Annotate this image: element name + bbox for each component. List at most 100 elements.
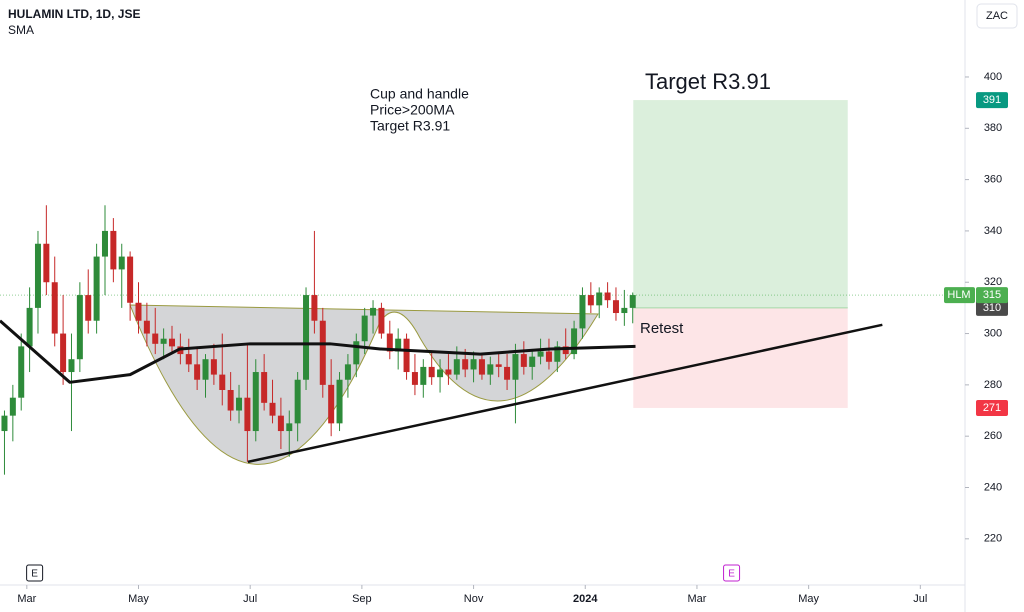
candle-body: [403, 338, 410, 373]
candle-body: [85, 295, 92, 321]
candle-body: [596, 292, 603, 306]
candle-body: [34, 243, 41, 308]
candle-body: [236, 397, 243, 411]
candle-body: [160, 338, 167, 344]
candle-body: [68, 359, 75, 373]
candle-body: [127, 256, 134, 303]
candle-body: [470, 359, 477, 370]
candle-body: [411, 372, 418, 385]
x-tick-label: Sep: [352, 593, 372, 605]
y-tick-label: 280: [984, 379, 1002, 391]
candle-body: [529, 356, 536, 367]
candle-body: [495, 364, 502, 367]
candle-body: [378, 307, 385, 334]
candle-body: [437, 369, 444, 378]
candle-body: [101, 230, 108, 257]
candle-body: [545, 351, 552, 362]
target-zone: [633, 100, 848, 308]
y-tick-label: 300: [984, 327, 1002, 339]
candle-body: [18, 346, 25, 398]
y-tick-label: 320: [984, 276, 1002, 288]
symbol-tag-label: HLM: [947, 289, 970, 301]
candle-body: [478, 359, 485, 375]
last-price-tag-label: 315: [983, 289, 1001, 301]
target-price-tag: [976, 92, 1008, 109]
candle-body: [51, 282, 58, 334]
candle-body: [43, 243, 50, 283]
candle-body: [135, 302, 142, 321]
candle-body: [571, 328, 578, 355]
candle-body: [1, 415, 8, 432]
entry-price-tag: [976, 299, 1008, 316]
candle-body: [612, 300, 619, 314]
y-tick-label: 220: [984, 533, 1002, 545]
annotation-line: Price>200MA: [370, 102, 455, 118]
event-marker: [723, 564, 741, 582]
candle-body: [604, 292, 611, 301]
y-tick-label: 380: [984, 122, 1002, 134]
event-label: E: [728, 569, 735, 580]
y-tick-label: 260: [984, 430, 1002, 442]
candle-body: [311, 295, 318, 321]
candle-body: [370, 307, 377, 316]
candle-body: [512, 354, 519, 380]
x-tick-label: Nov: [464, 593, 484, 605]
candle-body: [219, 374, 226, 390]
candle-body: [194, 364, 201, 380]
indicator-label: SMA: [8, 23, 34, 37]
x-tick-label: Jul: [243, 593, 257, 605]
candle-body: [562, 346, 569, 355]
y-tick-label: 400: [984, 71, 1002, 83]
x-tick-label: May: [798, 593, 819, 605]
candle-body: [428, 366, 435, 378]
candle-body: [344, 364, 351, 380]
candle-body: [629, 295, 636, 308]
candle-body: [587, 295, 594, 306]
candle-body: [244, 397, 251, 432]
candle-body: [579, 295, 586, 329]
candle-body: [202, 359, 209, 380]
target-price-tag-label: 391: [983, 94, 1001, 106]
candle-body: [9, 397, 16, 416]
chart-title: HULAMIN LTD, 1D, JSE: [8, 7, 140, 21]
candle-body: [487, 364, 494, 375]
event-marker: [26, 564, 44, 582]
candle-body: [453, 359, 460, 375]
retest-label: Retest: [640, 320, 684, 337]
currency-button[interactable]: [976, 3, 1018, 29]
candle-body: [286, 423, 293, 432]
candle-body: [294, 379, 301, 424]
currency-label[interactable]: ZAC: [986, 10, 1008, 22]
candle-body: [261, 372, 268, 403]
candle-body: [303, 295, 310, 380]
candle-body: [110, 230, 117, 270]
event-label: E: [31, 569, 38, 580]
candle-body: [252, 372, 259, 432]
target-label: Target R3.91: [645, 69, 771, 94]
candle-body: [420, 366, 427, 385]
candle-body: [152, 333, 159, 344]
candle-body: [269, 402, 276, 416]
last-price-tag: [976, 287, 1008, 304]
candle-body: [336, 379, 343, 424]
candle-body: [386, 333, 393, 352]
candle-body: [93, 256, 100, 321]
x-tick-label: Mar: [687, 593, 706, 605]
candle-body: [554, 346, 561, 362]
candle-body: [395, 338, 402, 352]
symbol-tag: [944, 287, 975, 304]
y-tick-label: 340: [984, 225, 1002, 237]
candle-body: [504, 366, 511, 380]
candle-body: [537, 351, 544, 357]
candle-body: [60, 333, 67, 373]
stop-price-tag-label: 271: [983, 402, 1001, 414]
candle-body: [185, 354, 192, 365]
candle-body: [520, 354, 527, 367]
trendline: [247, 323, 883, 464]
annotation-line: Cup and handle: [370, 86, 469, 102]
stop-price-tag: [976, 399, 1008, 416]
entry-price-tag-label: 310: [983, 302, 1001, 314]
candle-body: [227, 390, 234, 411]
annotation-line: Target R3.91: [370, 118, 450, 134]
